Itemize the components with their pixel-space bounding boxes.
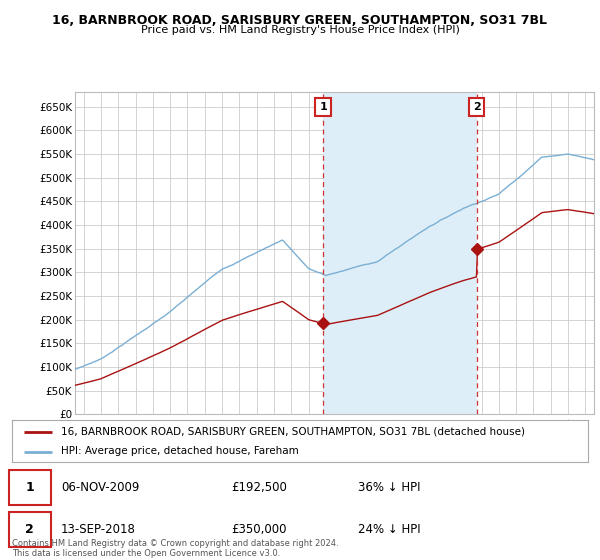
Text: 06-NOV-2009: 06-NOV-2009	[61, 482, 139, 494]
Text: £192,500: £192,500	[231, 482, 287, 494]
Text: Contains HM Land Registry data © Crown copyright and database right 2024.
This d: Contains HM Land Registry data © Crown c…	[12, 539, 338, 558]
FancyBboxPatch shape	[9, 512, 50, 547]
Text: 13-SEP-2018: 13-SEP-2018	[61, 523, 136, 536]
Text: 1: 1	[25, 482, 34, 494]
Text: 1: 1	[319, 102, 327, 112]
Text: 2: 2	[25, 523, 34, 536]
Text: 36% ↓ HPI: 36% ↓ HPI	[358, 482, 420, 494]
Text: HPI: Average price, detached house, Fareham: HPI: Average price, detached house, Fare…	[61, 446, 299, 456]
Bar	[323, 92, 476, 414]
Text: 2: 2	[473, 102, 481, 112]
Text: 24% ↓ HPI: 24% ↓ HPI	[358, 523, 420, 536]
Text: 16, BARNBROOK ROAD, SARISBURY GREEN, SOUTHAMPTON, SO31 7BL: 16, BARNBROOK ROAD, SARISBURY GREEN, SOU…	[53, 14, 548, 27]
FancyBboxPatch shape	[9, 470, 50, 506]
Text: Price paid vs. HM Land Registry's House Price Index (HPI): Price paid vs. HM Land Registry's House …	[140, 25, 460, 35]
Text: 16, BARNBROOK ROAD, SARISBURY GREEN, SOUTHAMPTON, SO31 7BL (detached house): 16, BARNBROOK ROAD, SARISBURY GREEN, SOU…	[61, 427, 525, 437]
Text: £350,000: £350,000	[231, 523, 286, 536]
